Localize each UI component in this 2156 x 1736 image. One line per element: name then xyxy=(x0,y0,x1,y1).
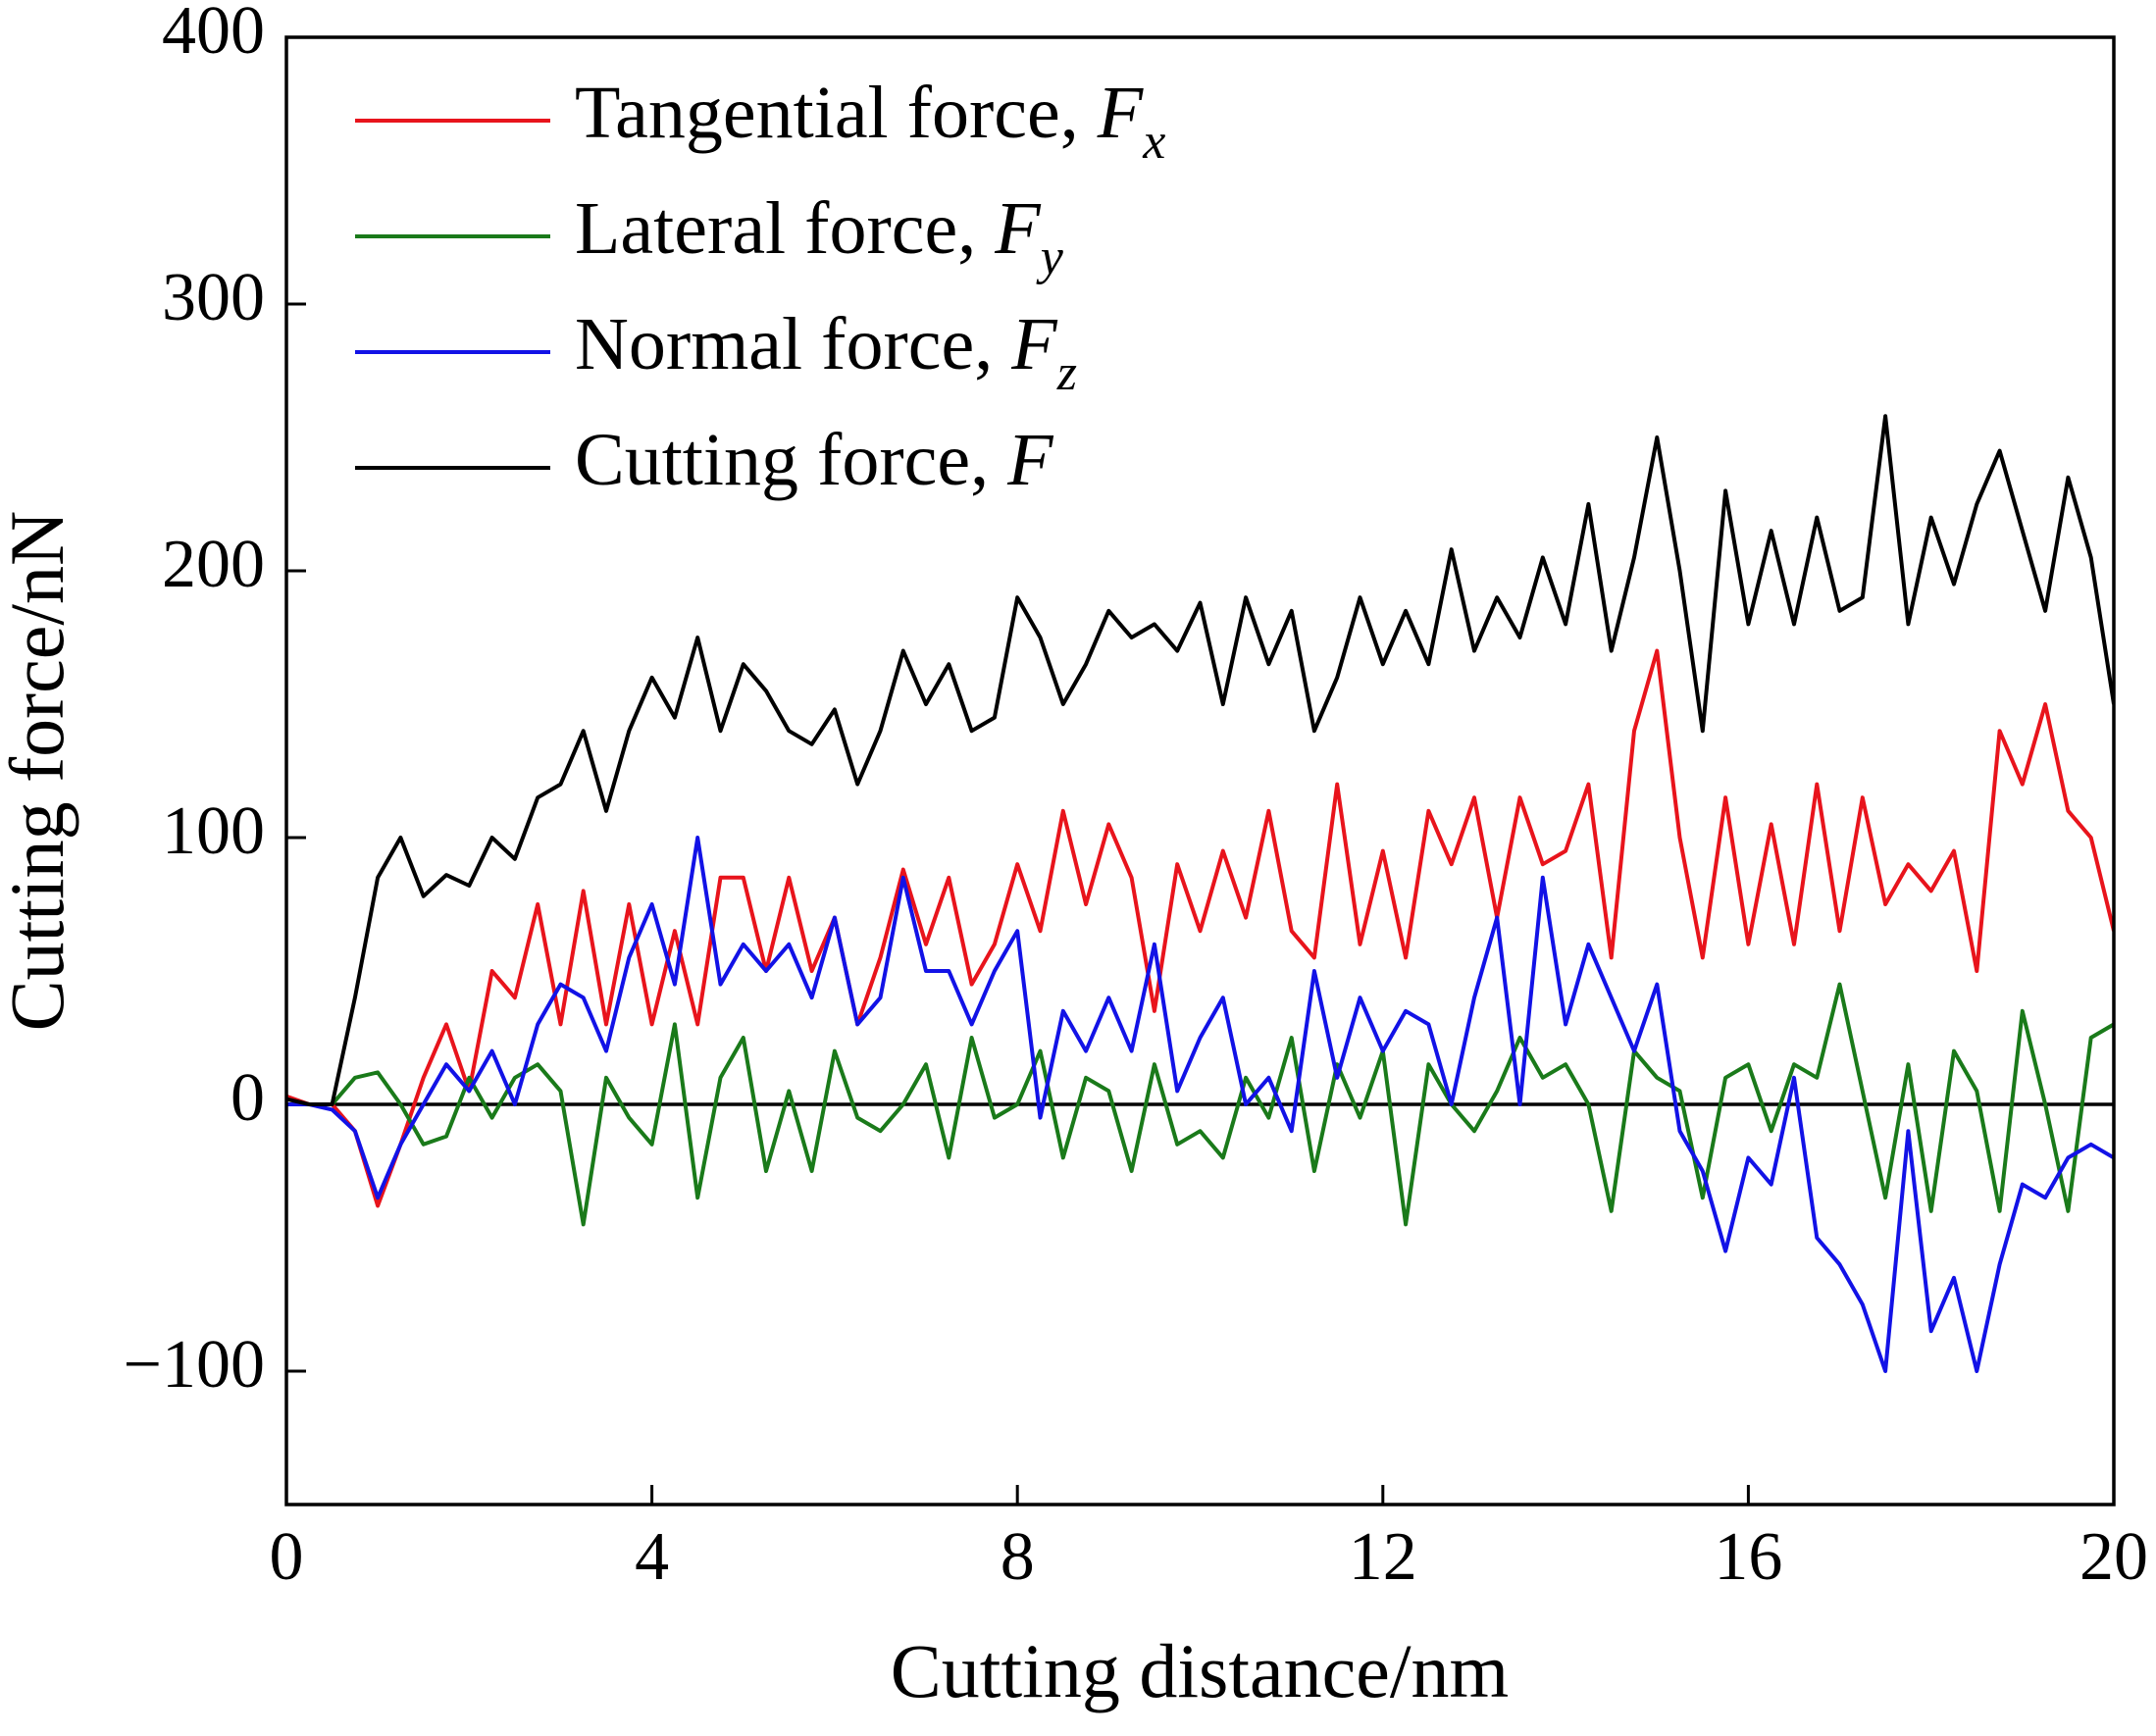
legend-label: Normal force, Fz xyxy=(575,303,1077,401)
y-tick-label: 0 xyxy=(231,1060,265,1136)
plot-frame xyxy=(284,35,2116,1506)
series-line xyxy=(286,982,2114,1227)
y-axis-title: Cutting force/nN xyxy=(0,511,79,1032)
y-tick-label: −100 xyxy=(124,1327,265,1403)
y-tick-label: 100 xyxy=(162,793,265,869)
y-tick-label: 300 xyxy=(162,260,265,335)
series-line xyxy=(286,648,2114,1208)
x-tick-label: 0 xyxy=(270,1519,304,1595)
x-axis-title: Cutting distance/nm xyxy=(891,1628,1509,1713)
x-tick-label: 4 xyxy=(635,1519,669,1595)
x-tick-label: 16 xyxy=(1714,1519,1782,1595)
x-tick-label: 8 xyxy=(1001,1519,1035,1595)
series-line xyxy=(286,414,2114,1106)
y-tick-label: 400 xyxy=(162,0,265,69)
y-tick-label: 200 xyxy=(162,527,265,602)
legend-label: Tangential force, Fx xyxy=(575,72,1165,170)
legend-label: Cutting force, F xyxy=(575,419,1054,501)
x-tick-label: 20 xyxy=(2079,1519,2148,1595)
x-tick-label: 12 xyxy=(1349,1519,1417,1595)
series-line xyxy=(286,836,2114,1373)
legend-label: Lateral force, Fy xyxy=(575,187,1064,285)
